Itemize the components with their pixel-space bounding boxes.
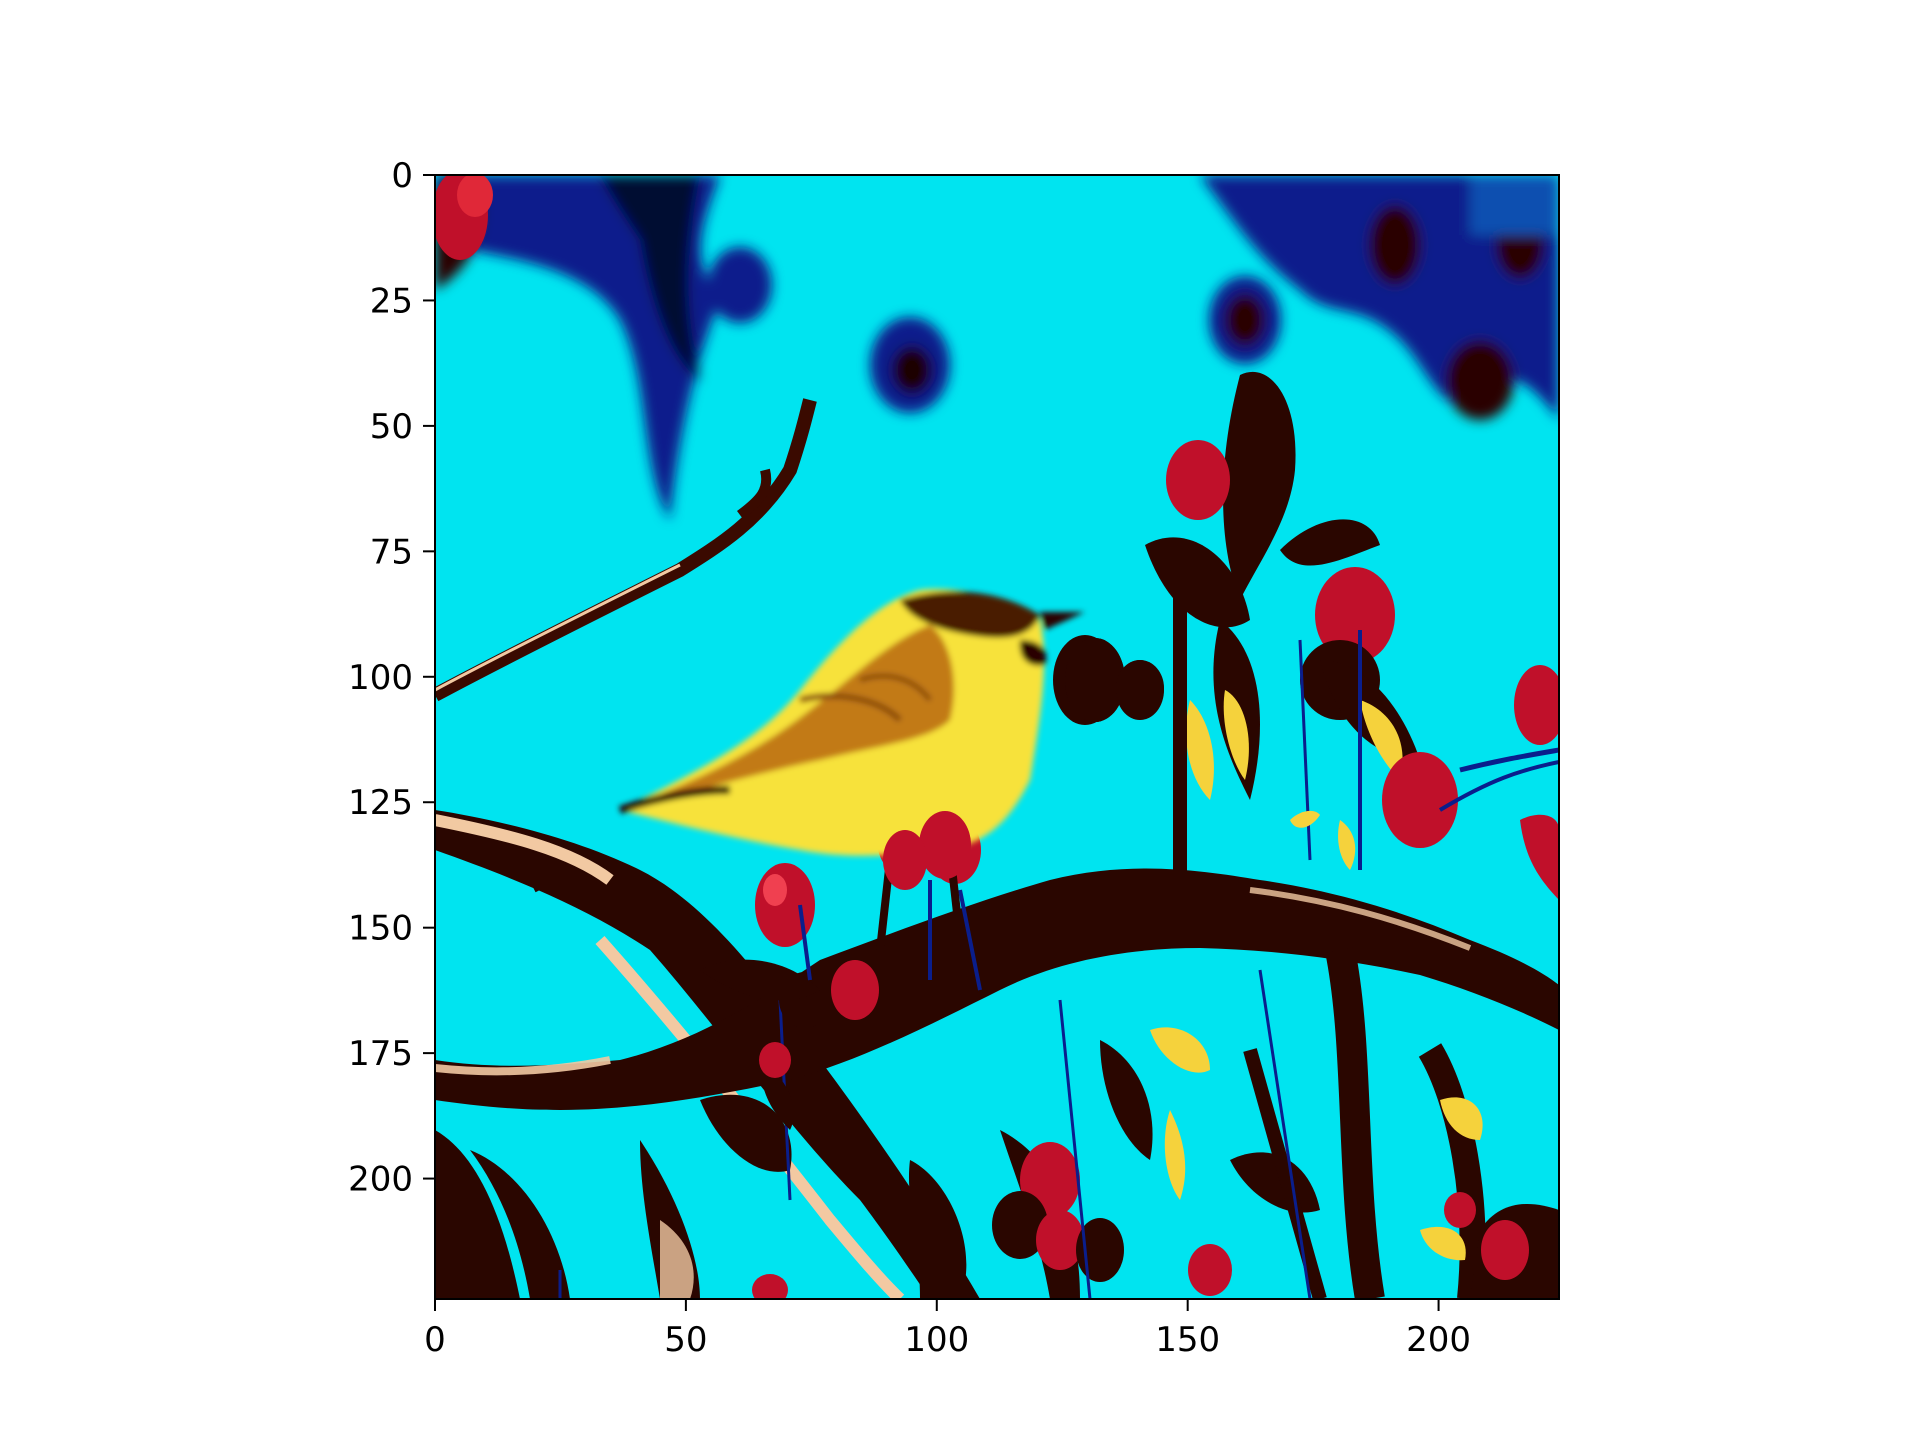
background-foliage bbox=[435, 175, 1559, 520]
x-tick-label: 200 bbox=[1406, 1320, 1471, 1360]
main-branch bbox=[435, 810, 1559, 1299]
y-tick-label: 100 bbox=[348, 658, 413, 698]
x-tick-label: 50 bbox=[664, 1320, 707, 1360]
y-tick-label: 175 bbox=[348, 1034, 413, 1074]
x-tick-label: 0 bbox=[424, 1320, 446, 1360]
y-tick-label: 200 bbox=[348, 1160, 413, 1200]
photo-image bbox=[435, 175, 1559, 1299]
bird bbox=[618, 589, 1085, 856]
x-tick-label: 150 bbox=[1155, 1320, 1220, 1360]
thin-twig bbox=[435, 398, 817, 702]
lower-foliage bbox=[435, 947, 1559, 1299]
y-axis: 0 25 50 75 100 125 150 175 200 bbox=[348, 156, 435, 1200]
x-tick-label: 100 bbox=[904, 1320, 969, 1360]
y-tick-label: 25 bbox=[370, 281, 413, 321]
axes-frame bbox=[434, 174, 1560, 1300]
y-tick-label: 0 bbox=[391, 156, 413, 196]
upper-right-cluster bbox=[1053, 371, 1559, 900]
y-tick-label: 50 bbox=[370, 407, 413, 447]
y-tick-label: 125 bbox=[348, 783, 413, 823]
y-tick-label: 75 bbox=[370, 532, 413, 572]
x-axis: 0 50 100 150 200 bbox=[424, 1299, 1471, 1360]
y-tick-label: 150 bbox=[348, 909, 413, 949]
